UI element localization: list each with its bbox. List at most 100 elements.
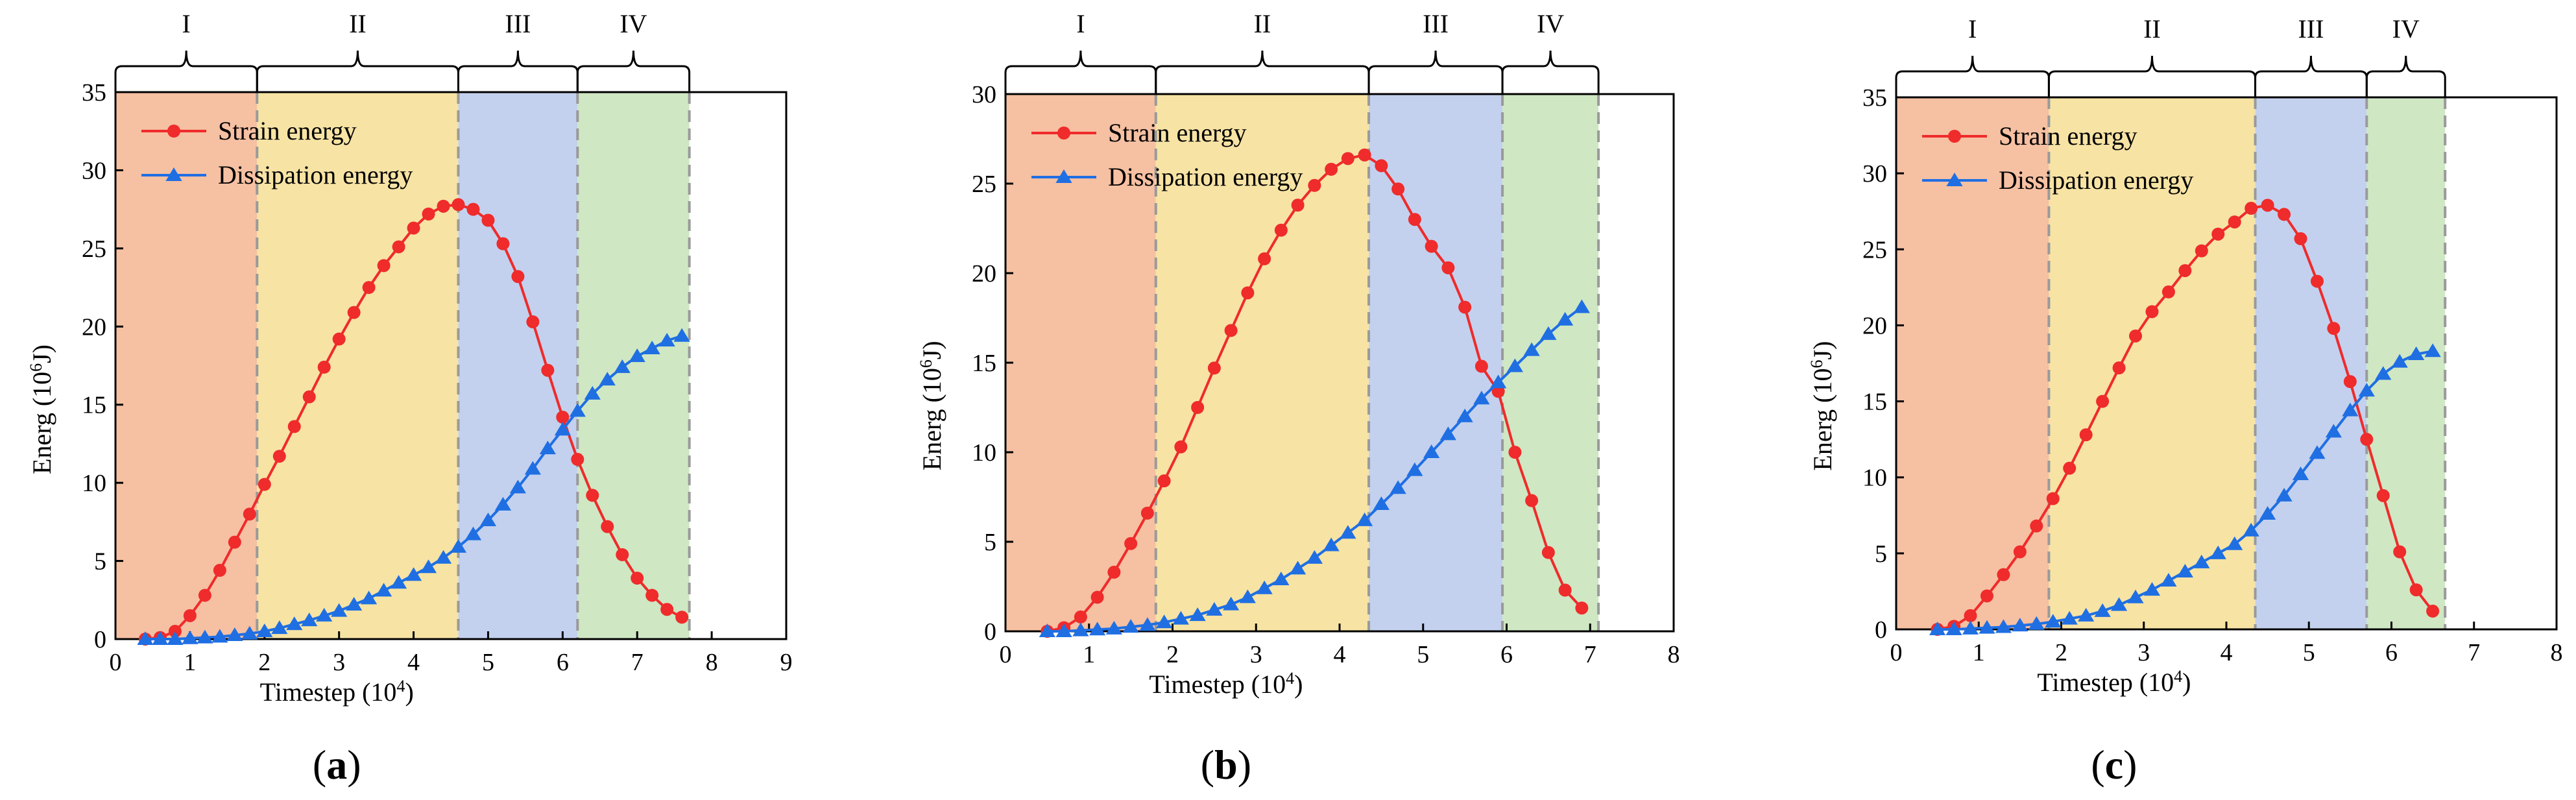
stage-bracket-II	[2047, 55, 2257, 97]
data-point	[1124, 537, 1138, 550]
data-point	[450, 539, 467, 553]
data-point	[481, 213, 495, 227]
x-tick-label: 5	[1417, 641, 1429, 668]
data-point	[2046, 492, 2060, 505]
stage-band-IV	[577, 92, 690, 639]
data-point	[2226, 536, 2243, 550]
data-point	[228, 535, 241, 549]
stage-bracket-IV	[2365, 55, 2446, 97]
data-point	[1290, 561, 1306, 575]
data-point	[571, 453, 584, 467]
y-tick-label: 20	[1862, 312, 1887, 339]
data-point	[673, 328, 690, 342]
stage-label-II: II	[349, 9, 367, 38]
data-point	[213, 564, 226, 577]
data-point	[1945, 622, 1962, 635]
series-strain-energy	[1931, 199, 2440, 636]
data-point	[2160, 573, 2177, 587]
data-point	[586, 489, 599, 502]
stage-bracket-III	[2254, 55, 2368, 97]
data-point	[332, 332, 346, 346]
data-point	[1441, 261, 1455, 274]
x-tick-label: 2	[2055, 639, 2067, 666]
legend-marker	[167, 125, 180, 138]
data-point	[451, 198, 465, 212]
data-point	[2243, 522, 2259, 537]
data-point	[1207, 361, 1221, 375]
data-point	[1072, 622, 1089, 636]
data-point	[629, 348, 645, 363]
legend: Strain energy Dissipation energy	[1922, 121, 2193, 195]
data-point	[287, 420, 301, 433]
x-tick-label: 8	[706, 649, 718, 676]
data-point	[1995, 619, 2012, 633]
data-point	[361, 590, 378, 605]
data-point	[437, 199, 450, 213]
data-point	[1291, 199, 1305, 212]
panel-c-chart: I II III IV0 1 2 3 4 5 6 7 805101520253035Timestep …	[1807, 14, 2563, 788]
x-tick-label: 4	[2221, 639, 2233, 666]
y-tick-label: 25	[972, 171, 996, 198]
panel-label: (b)	[1201, 742, 1251, 788]
x-tick-label: 6	[2385, 639, 2398, 666]
panel-a-chart: I II III IV0 1 2 3 4 5 6 7 8 905101520253035Timestep…	[27, 9, 793, 788]
data-point	[494, 496, 512, 511]
x-tick-label: 7	[2468, 639, 2480, 666]
data-point	[1456, 408, 1473, 422]
data-point	[2176, 563, 2193, 577]
data-point	[599, 372, 616, 386]
data-point	[2276, 487, 2293, 502]
x-tick-label: 3	[1250, 641, 1262, 668]
data-point	[2030, 519, 2043, 533]
y-tick-label: 0	[1875, 616, 1887, 644]
data-point	[2061, 611, 2078, 625]
legend-label: Strain energy	[1108, 118, 1247, 147]
data-point	[346, 597, 363, 611]
data-point	[1089, 622, 1106, 636]
legend-marker	[165, 167, 182, 181]
data-point	[302, 390, 316, 404]
data-point	[2343, 375, 2357, 389]
data-point	[2409, 583, 2423, 597]
data-point	[658, 332, 675, 346]
data-point	[1191, 401, 1205, 414]
data-point	[1573, 299, 1590, 313]
x-tick-label: 5	[2303, 639, 2315, 666]
y-tick-label: 30	[82, 157, 106, 184]
data-point	[1979, 620, 1995, 634]
data-point	[1189, 607, 1206, 622]
stage-label-III: III	[505, 9, 531, 38]
data-point	[511, 270, 525, 284]
data-point	[1929, 622, 1946, 635]
data-point	[1490, 374, 1507, 389]
data-point	[2245, 202, 2258, 215]
stage-label-I: I	[1076, 9, 1085, 38]
y-tick-label: 20	[972, 260, 996, 287]
data-point	[1575, 601, 1589, 615]
y-axis-title: Energ (106J)	[27, 345, 57, 474]
stage-band-III	[458, 92, 578, 639]
x-tick-label: 3	[333, 649, 345, 676]
y-tick-label: 0	[984, 618, 996, 646]
stage-label-III: III	[2298, 14, 2324, 43]
data-point	[241, 625, 258, 640]
data-point	[256, 623, 273, 637]
data-point	[2209, 545, 2226, 559]
x-tick-label: 1	[184, 649, 196, 676]
data-point	[272, 450, 286, 463]
data-point	[524, 461, 541, 475]
data-point	[2096, 394, 2110, 408]
data-point	[2063, 461, 2076, 475]
data-point	[2193, 554, 2210, 568]
data-point	[539, 441, 556, 455]
data-point	[1172, 611, 1189, 625]
data-point	[479, 512, 497, 526]
series-strain-energy	[1041, 148, 1589, 638]
data-point	[2161, 285, 2175, 298]
x-tick-label: 0	[1000, 641, 1012, 668]
series-dissipation-energy	[1929, 343, 2441, 635]
data-point	[2110, 597, 2128, 611]
data-point	[2325, 424, 2342, 438]
